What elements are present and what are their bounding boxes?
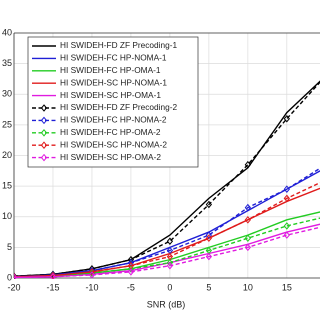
legend-label: HI SWIDEH-SC HP-NOMA-1 [60,77,167,87]
series-marker [166,237,174,246]
legend-marker [40,141,48,149]
legend: HI SWIDEH-FD ZF Precoding-1 HI SWIDEH-FC … [27,36,199,168]
series-marker [244,243,251,252]
x-tick-label: 5 [206,282,211,292]
series-line [14,167,320,278]
series-marker [283,114,290,123]
series-marker [283,231,290,239]
x-tick-label: 15 [282,282,292,292]
legend-label: HI SWIDEH-SC HP-OMA-1 [60,90,161,100]
series-marker [88,271,96,279]
series-marker [283,185,290,193]
series-marker [205,200,213,209]
legend-marker [40,104,48,112]
legend-marker [40,129,48,137]
y-tick-label: 25 [2,119,12,129]
series-marker [283,222,290,230]
legend-label: HI SWIDEH-SC HP-OMA-2 [60,152,161,162]
x-axis-label: SNR (dB) [147,299,186,309]
y-tick-label: 30 [2,89,12,99]
series-marker [127,268,135,276]
legend-marker [40,116,48,125]
series-line [14,226,320,279]
plot-lines [14,80,320,279]
series-marker [205,234,213,242]
series-marker [244,234,251,242]
x-tick-label: -15 [46,282,59,292]
legend-box [27,36,199,168]
series-marker [244,203,251,212]
series-marker [244,216,251,224]
y-tick-label: 20 [2,150,12,160]
y-tick-label: 35 [2,58,12,68]
legend-marker [40,153,48,162]
series-marker [49,272,57,279]
series-marker [166,261,174,270]
series-marker [14,273,18,279]
legend-label: HI SWIDEH-FC HP-OMA-1 [60,65,161,75]
x-tick-label: -5 [127,282,135,292]
series-marker [166,252,174,261]
x-tick-label: -20 [7,282,20,292]
x-tick-label: 0 [167,282,172,292]
legend-label: HI SWIDEH-FD ZF Precoding-1 [60,40,177,50]
y-tick-label: 0 [7,272,12,282]
x-tick-label: 10 [243,282,253,292]
legend-label: HI SWIDEH-FC HP-NOMA-1 [60,53,167,63]
series-marker [49,271,57,279]
y-tick-label: 10 [2,211,12,221]
y-tick-label: 15 [2,181,12,191]
legend-label: HI SWIDEH-SC HP-NOMA-2 [60,139,167,149]
legend-label: HI SWIDEH-FC HP-OMA-2 [60,127,161,137]
series-marker [205,231,213,239]
series-marker [283,194,290,203]
legend-label: HI SWIDEH-FC HP-NOMA-2 [60,115,167,125]
series-marker [244,160,251,169]
series-line [14,81,320,277]
y-tick-label: 40 [2,27,12,37]
y-tick-label: 5 [7,242,12,252]
series-marker [205,252,213,261]
series-line [14,181,320,278]
x-tick-label: -10 [85,282,98,292]
legend-label: HI SWIDEH-FD ZF Precoding-2 [60,102,177,112]
